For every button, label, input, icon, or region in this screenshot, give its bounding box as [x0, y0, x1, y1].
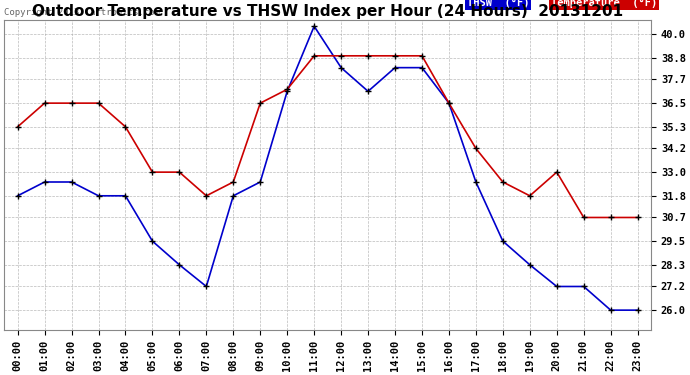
- Text: THSW  (°F): THSW (°F): [466, 0, 529, 8]
- Text: Temperature  (°F): Temperature (°F): [551, 0, 657, 8]
- Text: Copyright 2013 Cartronics.com: Copyright 2013 Cartronics.com: [4, 8, 160, 17]
- Title: Outdoor Temperature vs THSW Index per Hour (24 Hours)  20131201: Outdoor Temperature vs THSW Index per Ho…: [32, 4, 623, 19]
